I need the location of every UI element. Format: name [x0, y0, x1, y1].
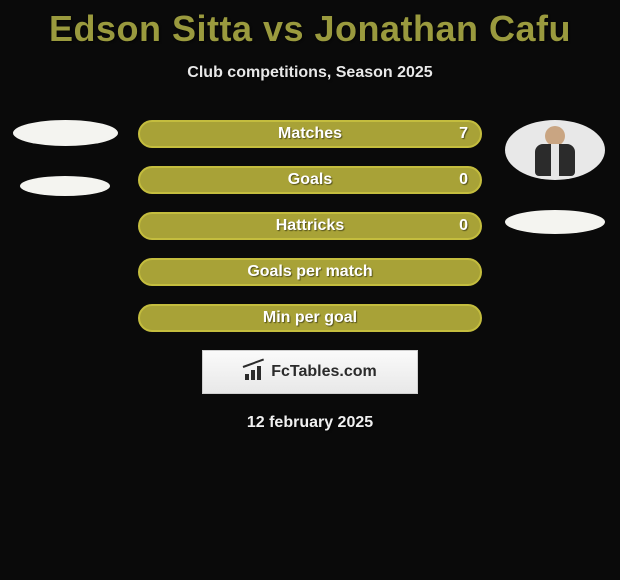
left-side [0, 120, 130, 196]
bar-goals-per-match: Goals per match [138, 258, 482, 286]
bar-label: Min per goal [263, 309, 357, 327]
player-avatar-icon [525, 120, 585, 180]
subtitle: Club competitions, Season 2025 [0, 64, 620, 82]
logo-text: FcTables.com [271, 363, 377, 381]
bar-value: 7 [459, 125, 468, 143]
bar-hattricks: Hattricks 0 [138, 212, 482, 240]
bar-label: Hattricks [276, 217, 344, 235]
left-oval-1 [13, 120, 118, 146]
date-text: 12 february 2025 [0, 414, 620, 432]
bar-matches: Matches 7 [138, 120, 482, 148]
right-oval-1 [505, 210, 605, 234]
chart-icon [243, 364, 265, 380]
bar-label: Matches [278, 125, 342, 143]
content-row: Matches 7 Goals 0 Hattricks 0 Goals per … [0, 120, 620, 332]
right-side [490, 120, 620, 234]
logo-box: FcTables.com [202, 350, 418, 394]
bar-label: Goals [288, 171, 332, 189]
left-oval-2 [20, 176, 110, 196]
bars-container: Matches 7 Goals 0 Hattricks 0 Goals per … [130, 120, 490, 332]
bar-min-per-goal: Min per goal [138, 304, 482, 332]
page-title: Edson Sitta vs Jonathan Cafu [0, 0, 620, 50]
bar-value: 0 [459, 217, 468, 235]
bar-value: 0 [459, 171, 468, 189]
player-photo [505, 120, 605, 180]
bar-label: Goals per match [247, 263, 372, 281]
bar-goals: Goals 0 [138, 166, 482, 194]
